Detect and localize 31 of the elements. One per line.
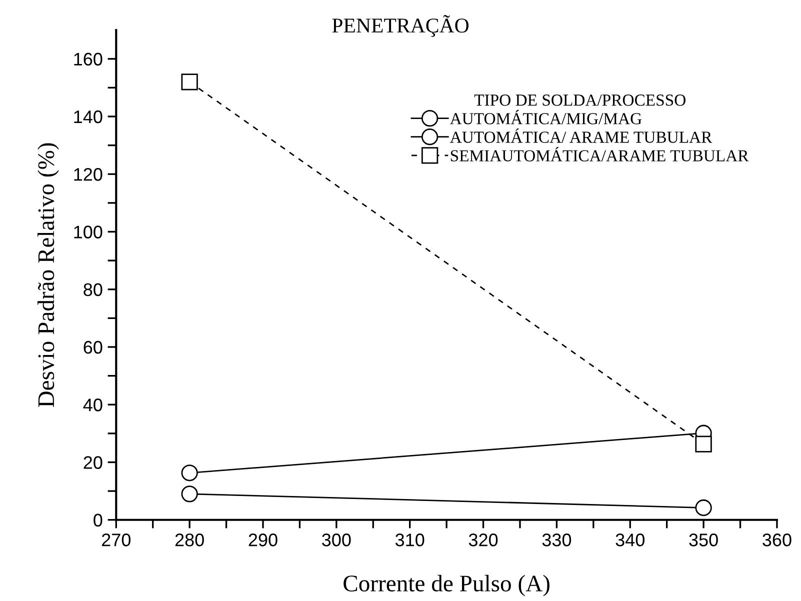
- point: [181, 464, 198, 482]
- x-tick-label: 320: [468, 534, 498, 546]
- y-tick-label: 20: [84, 456, 102, 469]
- chart-title: PENETRAÇÃO: [332, 15, 469, 37]
- point: [695, 436, 712, 452]
- y-tick-label: 100: [74, 226, 102, 238]
- point: [695, 499, 712, 516]
- x-tick-label: 280: [175, 534, 204, 546]
- legend-title: TIPO DE SOLDA/PROCESSO: [474, 94, 686, 106]
- y-tick-label: 140: [74, 110, 102, 124]
- x-tick-label: 330: [542, 534, 572, 546]
- x-tick-label: 350: [689, 534, 718, 546]
- y-tick-label: 80: [84, 283, 102, 296]
- y-tick-label: 0: [94, 514, 102, 527]
- y-tick-label: 60: [84, 340, 102, 354]
- x-tick-label: 290: [248, 534, 278, 546]
- legend-label: AUTOMÁTICA/MIG/MAG: [450, 110, 642, 124]
- y-tick-label: 120: [74, 168, 102, 181]
- x-tick-label: 360: [762, 534, 792, 546]
- x-tick-label: 300: [322, 534, 351, 546]
- y-tick-label: 40: [83, 398, 102, 412]
- x-tick-label: 310: [395, 534, 424, 546]
- legend-label: SEMIAUTOMÁTICA/ARAME TUBULAR: [450, 146, 749, 162]
- x-tick-label: 270: [102, 534, 131, 546]
- y-tick-label: 160: [74, 52, 102, 66]
- point: [181, 74, 198, 90]
- point: [181, 486, 198, 502]
- x-tick-label: 340: [616, 534, 644, 546]
- y-axis-title: Desvio Padrão Relativo (%): [38, 143, 59, 408]
- x-axis-title: Corrente de Pulso (A): [344, 574, 550, 596]
- legend-label: AUTOMÁTICA/ ARAME TUBULAR: [450, 128, 712, 143]
